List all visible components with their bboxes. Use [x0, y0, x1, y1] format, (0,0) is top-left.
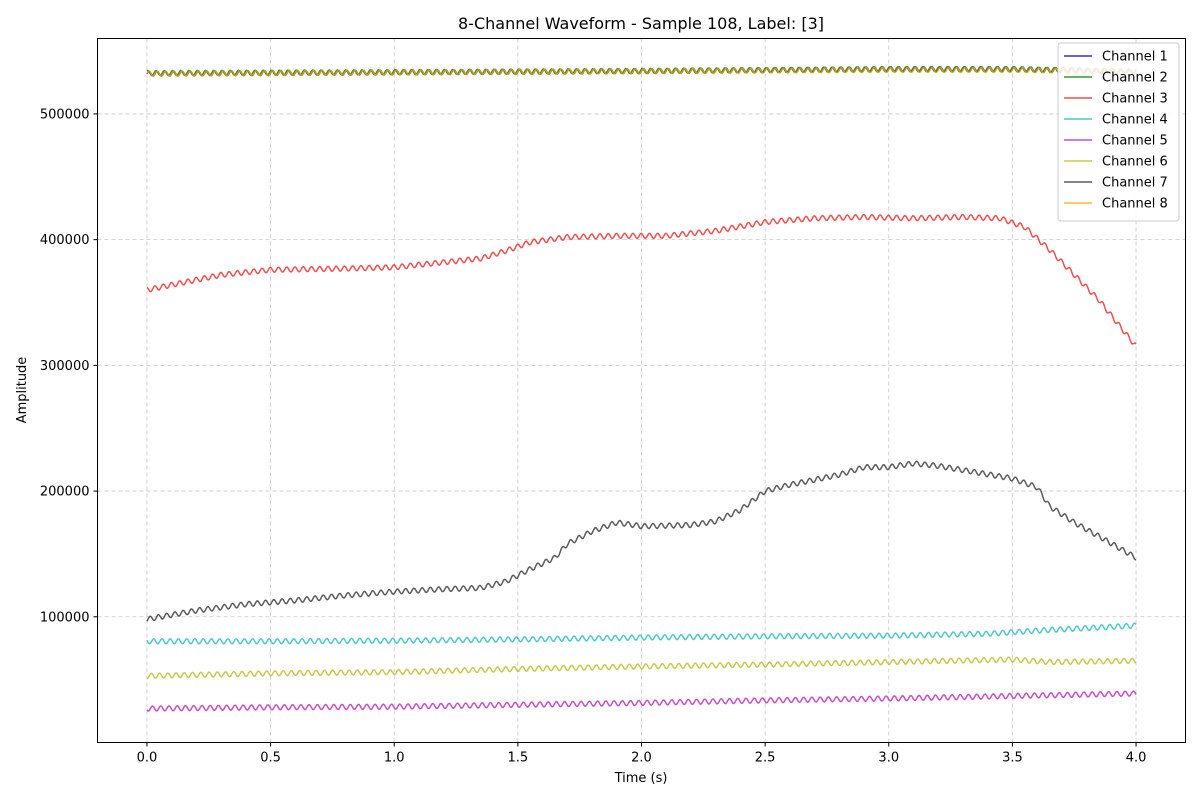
series-line-channel-8: [146, 66, 1137, 77]
x-tick-label: 4.0: [1126, 751, 1147, 766]
legend-label-channel-7: Channel 7: [1102, 176, 1168, 191]
grid-layer: [97, 38, 1186, 743]
legend-label-channel-8: Channel 8: [1102, 197, 1168, 212]
series-line-channel-4: [146, 622, 1137, 645]
x-tick-label: 2.5: [755, 751, 776, 766]
axis-layer: 0.0 0.5 1.0 1.5 2.0 2.5 3.0 3.5 4.0 100000 200000 3…: [40, 107, 1147, 765]
x-tick-label: 1.0: [384, 751, 405, 766]
series-line-channel-6: [146, 656, 1137, 680]
x-tick-label: 2.0: [631, 751, 652, 766]
series-line-channel-7: [146, 460, 1137, 622]
legend-label-channel-3: Channel 3: [1102, 92, 1168, 107]
y-tick-label: 100000: [40, 610, 90, 625]
y-tick-label: 300000: [40, 359, 90, 374]
legend-label-channel-2: Channel 2: [1102, 71, 1168, 86]
series-line-channel-5: [146, 690, 1137, 712]
y-tick-label: 200000: [40, 485, 90, 500]
legend-label-channel-6: Channel 6: [1102, 155, 1168, 170]
series-line-channel-3: [146, 213, 1137, 345]
y-tick-label: 400000: [40, 233, 90, 248]
chart-title: 8-Channel Waveform - Sample 108, Label: …: [458, 14, 824, 33]
x-tick-label: 0.0: [137, 751, 158, 766]
legend-label-channel-5: Channel 5: [1102, 134, 1168, 149]
y-tick-label: 500000: [40, 107, 90, 122]
x-tick-label: 0.5: [260, 751, 281, 766]
x-tick-label: 3.0: [878, 751, 899, 766]
series-layer: [146, 66, 1137, 712]
legend-label-channel-4: Channel 4: [1102, 113, 1168, 128]
x-tick-label: 3.5: [1002, 751, 1023, 766]
x-tick-label: 1.5: [508, 751, 529, 766]
legend-box: [1057, 42, 1180, 222]
x-axis-label: Time (s): [614, 771, 668, 786]
series-line-channel-2: [146, 66, 1137, 77]
legend: Channel 1 Channel 2 Channel 3 Channel 4 Chan…: [1057, 42, 1180, 222]
legend-label-channel-1: Channel 1: [1102, 50, 1168, 65]
y-axis-label: Amplitude: [15, 357, 30, 424]
